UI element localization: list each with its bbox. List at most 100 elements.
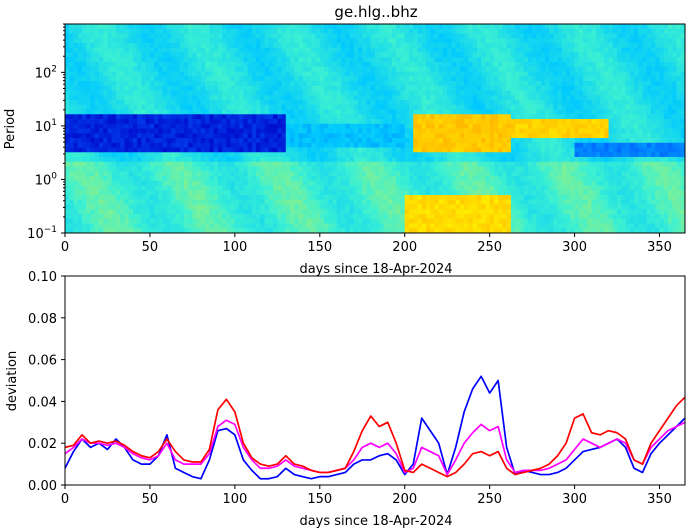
- heatmap-cell: [391, 180, 397, 186]
- heatmap-cell: [234, 138, 240, 144]
- heatmap-cell: [217, 204, 223, 210]
- heatmap-cell: [73, 214, 79, 220]
- heatmap-cell: [324, 109, 329, 115]
- heatmap-cell: [103, 90, 108, 96]
- heatmap-cell: [362, 104, 368, 110]
- heatmap-cell: [98, 218, 104, 224]
- heatmap-cell: [290, 109, 295, 115]
- heatmap-cell: [311, 95, 317, 101]
- heatmap-cell: [86, 57, 91, 63]
- heatmap-cell: [200, 195, 206, 201]
- heatmap-cell: [459, 123, 465, 129]
- heatmap-cell: [408, 190, 414, 196]
- heatmap-cell: [200, 114, 206, 120]
- heatmap-cell: [107, 190, 113, 196]
- heatmap-cell: [472, 104, 478, 110]
- heatmap-cell: [294, 119, 300, 125]
- heatmap-cell: [234, 47, 240, 53]
- heatmap-cell: [73, 147, 79, 153]
- heatmap-cell: [222, 114, 227, 120]
- heatmap-cell: [349, 152, 355, 158]
- heatmap-cell: [141, 52, 147, 58]
- heatmap-cell: [468, 195, 474, 201]
- heatmap-cell: [430, 24, 435, 30]
- heatmap-cell: [230, 43, 236, 49]
- heatmap-cell: [260, 152, 266, 158]
- heatmap-cell: [400, 76, 406, 82]
- heatmap-cell: [523, 109, 529, 115]
- heatmap-cell: [277, 38, 283, 44]
- heatmap-cell: [379, 133, 384, 139]
- heatmap-cell: [307, 214, 312, 220]
- heatmap-cell: [328, 228, 334, 234]
- heatmap-cell: [256, 24, 261, 30]
- heatmap-cell: [81, 47, 87, 53]
- heatmap-cell: [379, 214, 384, 220]
- heatmap-cell: [128, 223, 134, 229]
- heatmap-cell: [183, 38, 189, 44]
- heatmap-cell: [273, 43, 278, 49]
- heatmap-cell: [515, 142, 520, 148]
- heatmap-cell: [387, 214, 393, 220]
- heatmap-cell: [493, 43, 499, 49]
- heatmap-cell: [77, 185, 83, 191]
- heatmap-cell: [268, 204, 274, 210]
- heatmap-cell: [379, 114, 384, 120]
- heatmap-cell: [217, 190, 223, 196]
- heatmap-cell: [179, 43, 185, 49]
- heatmap-cell: [268, 114, 274, 120]
- heatmap-cell: [188, 119, 193, 125]
- heatmap-cell: [73, 33, 79, 39]
- heatmap-cell: [498, 195, 503, 201]
- heatmap-cell: [332, 100, 338, 106]
- heatmap-cell: [149, 62, 155, 68]
- heatmap-cell: [115, 195, 121, 201]
- heatmap-cell: [464, 47, 469, 53]
- heatmap-cell: [489, 176, 495, 182]
- heatmap-cell: [277, 228, 283, 234]
- heatmap-cell: [120, 71, 125, 77]
- heatmap-cell: [455, 90, 461, 96]
- heatmap-cell: [247, 152, 253, 158]
- heatmap-cell: [243, 33, 249, 39]
- heatmap-cell: [285, 85, 291, 91]
- heatmap-cell: [264, 47, 270, 53]
- heatmap-cell: [209, 152, 215, 158]
- heatmap-cell: [103, 28, 108, 34]
- heatmap-cell: [103, 33, 108, 39]
- heatmap-cell: [387, 223, 393, 229]
- heatmap-cell: [149, 119, 155, 125]
- heatmap-cell: [115, 24, 121, 30]
- heatmap-cell: [468, 157, 474, 163]
- heatmap-cell: [502, 190, 508, 196]
- heatmap-cell: [200, 228, 206, 234]
- heatmap-cell: [124, 176, 130, 182]
- heatmap-cell: [90, 119, 96, 125]
- heatmap-cell: [527, 176, 533, 182]
- heatmap-cell: [256, 214, 261, 220]
- heatmap-cell: [111, 176, 117, 182]
- heatmap-cell: [502, 95, 508, 101]
- heatmap-cell: [489, 128, 495, 134]
- heatmap-cell: [324, 57, 329, 63]
- heatmap-cell: [459, 157, 465, 163]
- heatmap-cell: [472, 90, 478, 96]
- heatmap-cell: [192, 190, 198, 196]
- heatmap-cell: [77, 147, 83, 153]
- heatmap-cell: [375, 128, 380, 134]
- heatmap-cell: [417, 214, 423, 220]
- heatmap-cell: [154, 57, 159, 63]
- heatmap-cell: [141, 214, 147, 220]
- heatmap-cell: [137, 228, 142, 234]
- heatmap-cell: [120, 195, 125, 201]
- heatmap-cell: [196, 190, 202, 196]
- heatmap-cell: [464, 199, 469, 205]
- heatmap-cell: [358, 90, 363, 96]
- heatmap-cell: [383, 147, 389, 153]
- heatmap-cell: [294, 28, 300, 34]
- heatmap-cell: [132, 171, 138, 177]
- heatmap-cell: [379, 128, 384, 134]
- heatmap-cell: [205, 109, 210, 115]
- heatmap-cell: [434, 195, 440, 201]
- heatmap-cell: [468, 190, 474, 196]
